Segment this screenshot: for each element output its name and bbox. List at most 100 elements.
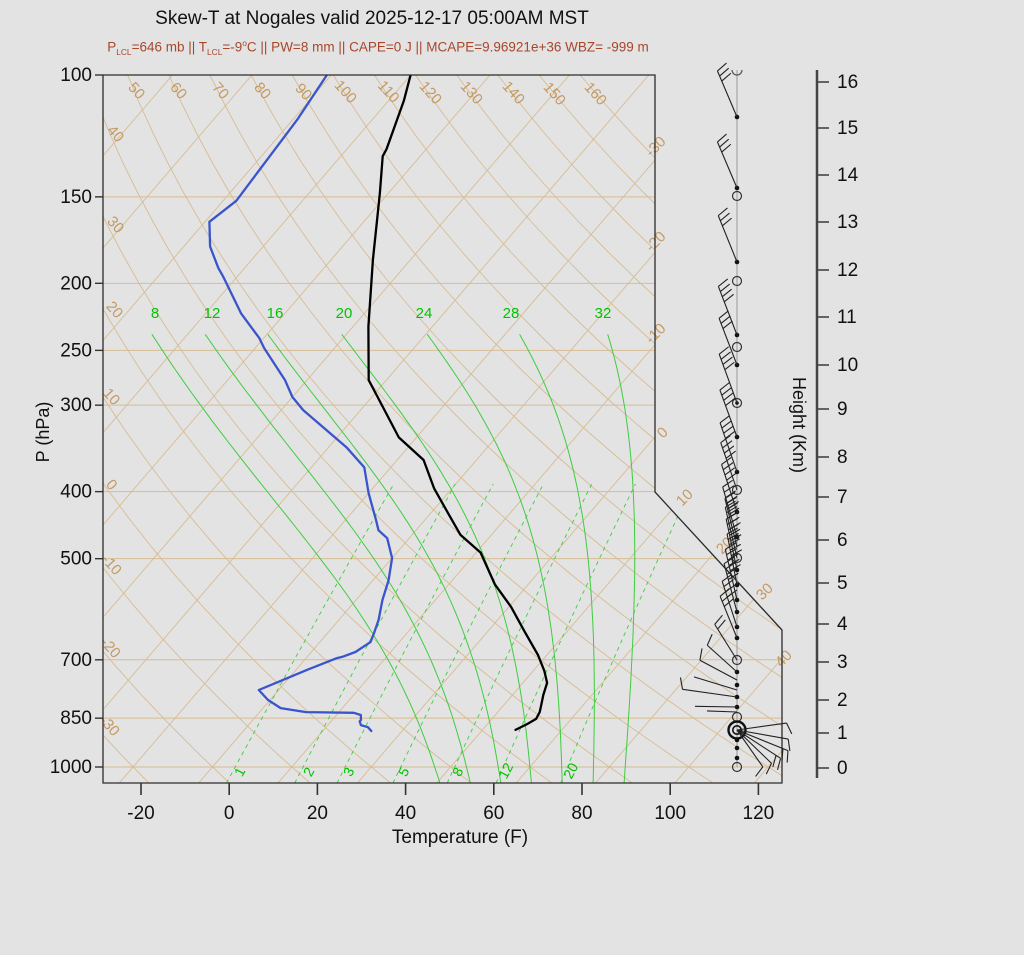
dry-adiabat-labels-top: 50 60 70 80 90 100 110 120 130 140 150 160 xyxy=(124,77,610,109)
wind-barb xyxy=(717,215,738,263)
height-tick-label: 7 xyxy=(837,487,848,508)
temperature-tick-label: 120 xyxy=(743,803,775,824)
height-tick-label: 16 xyxy=(837,72,858,93)
temperature-tick-label: 100 xyxy=(654,803,686,824)
grid-label: -10 xyxy=(98,551,125,578)
grid-label: -30 xyxy=(642,133,669,160)
pressure-tick-label: 500 xyxy=(60,549,92,570)
grid-label: 40 xyxy=(772,647,796,671)
grid-label: 32 xyxy=(595,305,612,322)
grid-label: 20 xyxy=(102,298,126,322)
level-dot xyxy=(734,682,740,688)
height-tick-label: 3 xyxy=(837,652,848,673)
subtitle-text: C || PW=8 mm || CAPE=0 J || MCAPE=9.9692… xyxy=(246,39,649,55)
wind-barb xyxy=(719,422,738,473)
grid-label: 80 xyxy=(250,79,274,103)
wind-barb xyxy=(720,442,738,491)
height-tick-label: 4 xyxy=(837,614,848,635)
height-tick-label: 6 xyxy=(837,530,848,551)
wind-barb xyxy=(716,141,738,189)
grid-label: 3 xyxy=(340,764,358,779)
level-circle xyxy=(731,275,743,287)
grid-label: 24 xyxy=(416,305,433,322)
height-tick-label: 0 xyxy=(837,758,848,779)
wind-barb xyxy=(706,710,738,713)
temperature-tick-label: 40 xyxy=(395,803,416,824)
pressure-axis: 100 150 200 250 300 400 500 700 850 1000 P (hPa) xyxy=(33,65,103,778)
wind-barb xyxy=(736,729,789,752)
wind-barb-column xyxy=(679,62,793,777)
grid-label: -20 xyxy=(642,228,669,255)
pressure-tick-label: 250 xyxy=(60,340,92,361)
grid-label: 12 xyxy=(204,305,221,322)
grid-label: 8 xyxy=(151,305,159,322)
height-axis-title: Height (Km) xyxy=(789,377,809,473)
level-circle xyxy=(731,484,743,496)
subtitle-text: o xyxy=(242,38,247,48)
pressure-tick-label: 300 xyxy=(60,395,92,416)
pressure-tick-label: 400 xyxy=(60,482,92,503)
height-tick-label: 14 xyxy=(837,165,859,186)
wind-barb xyxy=(719,389,738,438)
dry-adiabat-lines xyxy=(103,75,782,783)
subtitle-text: =646 mb || T xyxy=(131,39,208,55)
moist-adiabat-lines xyxy=(151,333,636,783)
temperature-tick-label: 20 xyxy=(307,803,328,824)
grid-label: -10 xyxy=(642,320,669,347)
wind-barb xyxy=(722,486,738,538)
wind-barb xyxy=(706,644,738,673)
pressure-tick-label: 700 xyxy=(60,650,92,671)
grid-label: 60 xyxy=(166,79,190,103)
wind-barb xyxy=(693,676,738,691)
grid-label: 16 xyxy=(267,305,284,322)
temperature-trace xyxy=(367,75,549,732)
wind-barb xyxy=(714,624,738,661)
level-circle xyxy=(731,190,743,202)
grid-label: 1 xyxy=(231,764,249,779)
surface-station-circle xyxy=(727,720,747,740)
plot-frame xyxy=(102,74,783,784)
wind-barb xyxy=(721,581,738,628)
height-tick-label: 9 xyxy=(837,399,848,420)
level-circle xyxy=(731,654,743,666)
grid-label: 8 xyxy=(449,764,467,779)
temperature-axis: -20 0 20 40 60 80 100 120 Temperature (F) xyxy=(127,783,774,848)
pressure-tick-label: 850 xyxy=(60,708,92,729)
sounding-traces xyxy=(208,75,549,733)
grid-label: 0 xyxy=(654,424,672,442)
calm-cup-icon xyxy=(731,69,743,76)
grid-label: 90 xyxy=(291,80,315,104)
grid-label: 28 xyxy=(503,305,520,322)
wind-barb xyxy=(736,729,781,759)
wind-barb xyxy=(736,722,787,731)
grid-label: 140 xyxy=(499,78,528,108)
chart-title: Skew-T at Nogales valid 2025-12-17 05:00… xyxy=(155,8,589,29)
level-dot xyxy=(734,745,740,751)
grid-label: 12 xyxy=(495,760,517,781)
level-circle xyxy=(731,341,743,353)
chart-subtitle: PLCL=646 mb || TLCL=-9oC || PW=8 mm || C… xyxy=(0,38,756,57)
mixing-ratio-labels: 1 2 3 5 8 12 20 xyxy=(231,760,582,781)
pressure-tick-label: 200 xyxy=(60,273,92,294)
wind-barb xyxy=(736,729,764,768)
wind-barb xyxy=(718,318,738,366)
temperature-tick-label: 60 xyxy=(483,803,504,824)
wind-barb xyxy=(682,688,738,698)
wind-barb xyxy=(736,729,789,740)
subtitle-text: LCL xyxy=(207,47,223,58)
height-tick-label: 15 xyxy=(837,118,858,139)
grid-label: 40 xyxy=(103,122,127,146)
wind-barb xyxy=(699,659,738,681)
temperature-tick-label: 80 xyxy=(571,803,592,824)
moist-adiabat-labels: 8 12 16 20 24 28 32 xyxy=(151,305,612,322)
temperature-axis-title: Temperature (F) xyxy=(392,827,528,848)
height-tick-label: 2 xyxy=(837,690,848,711)
grid-label: 30 xyxy=(753,580,777,604)
wind-barb xyxy=(726,533,738,586)
pressure-tick-label: 150 xyxy=(60,187,92,208)
subtitle-text: =-9 xyxy=(222,39,243,55)
grid-label: 20 xyxy=(336,305,353,322)
wind-barb xyxy=(716,70,738,118)
